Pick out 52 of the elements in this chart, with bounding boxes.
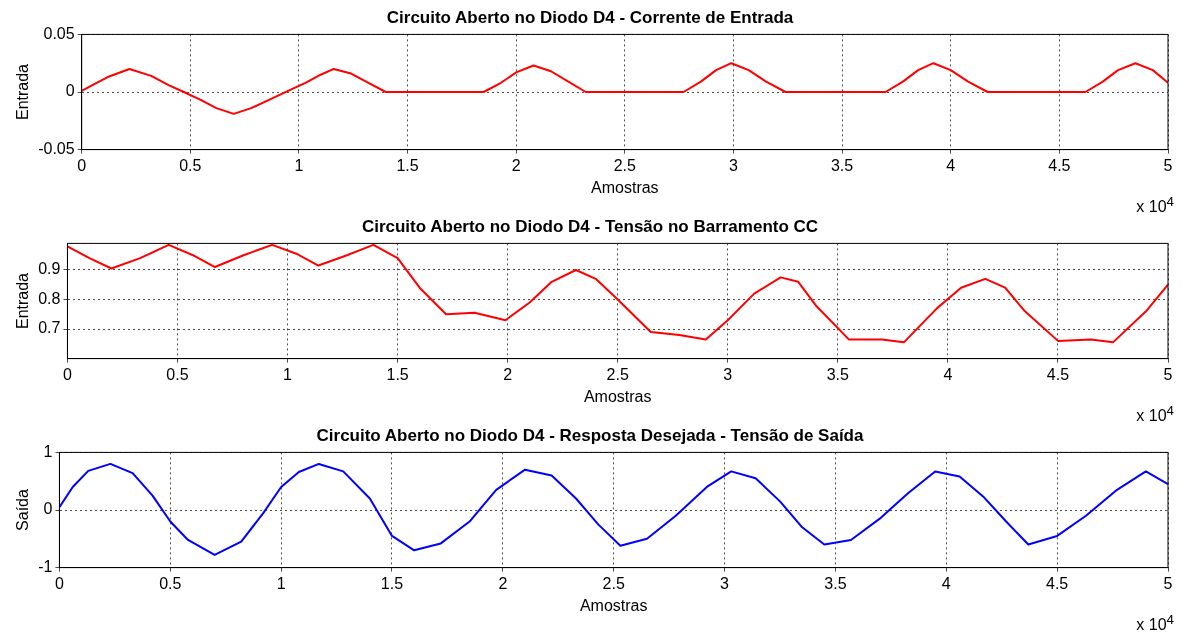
x-tick-label: 5 [1163,156,1173,174]
x-tick-label: 1 [294,156,304,174]
x-tick-label: 2.5 [606,365,629,383]
x-tick-label: 3 [723,365,733,383]
y-tick-label: -0.05 [38,140,75,158]
y-axis-title: Entrada [14,63,32,121]
y-tick-label: -1 [38,558,53,576]
x-tick-label: 1.5 [386,365,409,383]
x-tick-label: 0.5 [159,574,182,592]
x-tick-label: 4.5 [1048,156,1071,174]
x-tick-label: 3.5 [830,156,854,174]
text: x 10$^{4}$ [1136,612,1174,635]
x-tick-label: 0.5 [179,156,202,174]
y-tick-label: 0.8 [38,289,61,307]
x-tick-label: 5 [1163,574,1173,592]
y-axis-title: Entrada [14,272,32,330]
chart-title: Circuito Aberto no Diodo D4 - Resposta Desejada - Tensão de Saída [316,425,865,445]
x-tick-label: 3.5 [824,574,847,592]
y-tick-label: 0.9 [38,260,61,278]
x-tick-label: 2.5 [613,156,637,174]
x-tick-label: 2 [511,156,521,174]
x-tick-label: 4 [941,574,951,592]
x-tick-label: 0 [77,156,87,174]
x-tick-label: 3 [720,574,730,592]
x-tick-label: 3 [729,156,739,174]
x-axis-title: Amostras [591,178,659,196]
y-tick-label: 0 [65,82,75,100]
x-axis-title: Amostras [583,387,652,405]
x-tick-label: 1 [276,574,286,592]
y-axis-title: Saída [14,488,32,531]
y-tick-label: 0 [43,500,53,518]
x-tick-label: 1 [283,365,293,383]
chart-title: Circuito Aberto no Diodo D4 - Tensão no Barramento CC [361,216,819,236]
x-tick-label: 4.5 [1046,365,1070,383]
y-tick-label: 0.05 [43,24,75,42]
x-tick-label: 2.5 [602,574,625,592]
x-tick-label: 2 [498,574,508,592]
text: x 10$^{4}$ [1136,194,1174,217]
x-tick-label: 4 [946,156,956,174]
x-tick-label: 0.5 [166,365,189,383]
y-tick-label: 1 [43,442,53,460]
chart-title: Circuito Aberto no Diodo D4 - Corrente de Entrada [386,7,794,27]
x-tick-label: 5 [1163,365,1173,383]
y-tick-label: 0.7 [38,319,61,337]
x-tick-label: 4 [943,365,953,383]
text: x 10$^{4}$ [1136,403,1174,426]
x-tick-label: 1.5 [380,574,404,592]
x-tick-label: 4.5 [1046,574,1069,592]
x-tick-label: 1.5 [396,156,419,174]
x-tick-label: 3.5 [826,365,850,383]
x-axis-title: Amostras [579,596,648,614]
x-tick-label: 2 [503,365,513,383]
